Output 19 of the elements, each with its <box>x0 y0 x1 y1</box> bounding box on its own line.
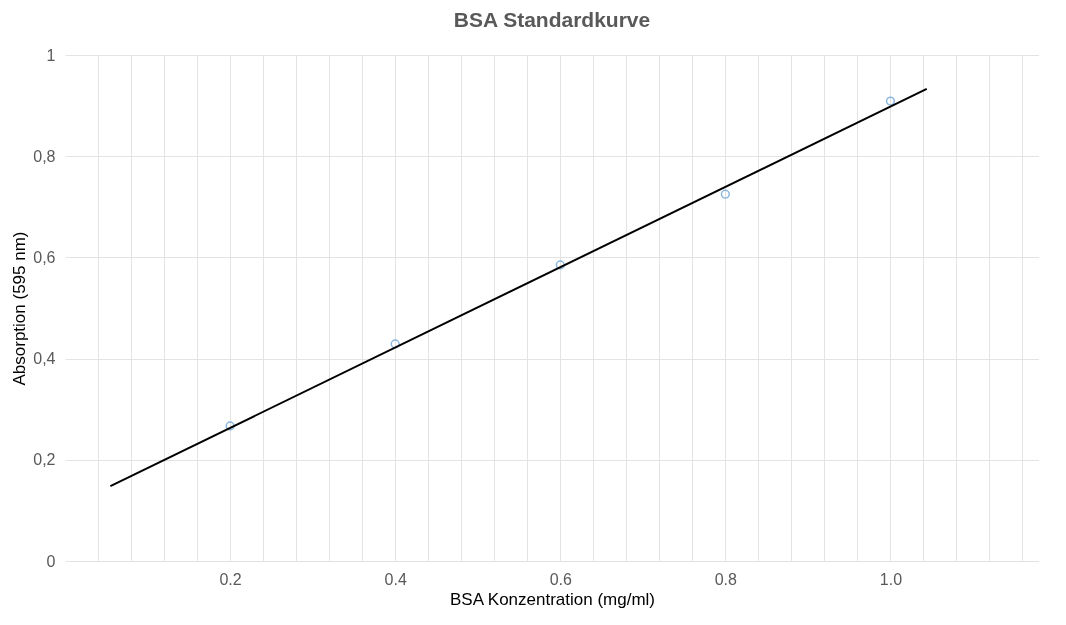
chart-title: BSA Standardkurve <box>453 8 651 31</box>
y-tick-label: 0,2 <box>33 451 56 469</box>
y-tick-label: 0 <box>46 552 56 570</box>
y-tick-label: 1 <box>46 46 56 64</box>
y-axis-title: Absorption (595 nm) <box>10 231 30 386</box>
point <box>720 189 730 199</box>
point <box>885 96 896 106</box>
point <box>225 421 235 431</box>
x-axis-title: BSA Konzentration (mg/ml) <box>449 589 656 609</box>
x-tick-label: 0.8 <box>714 570 738 588</box>
y-tick-label: 0,8 <box>33 147 56 165</box>
x-tick-label: 0.2 <box>219 570 242 588</box>
point <box>390 339 400 349</box>
x-tick-label: 0.4 <box>384 570 407 588</box>
y-tick-label: 0,6 <box>33 248 56 266</box>
x-tick-label: 0.6 <box>549 570 572 588</box>
y-tick-label: 0,4 <box>33 350 56 368</box>
point <box>555 260 565 270</box>
x-tick-label: 1.0 <box>879 570 903 588</box>
